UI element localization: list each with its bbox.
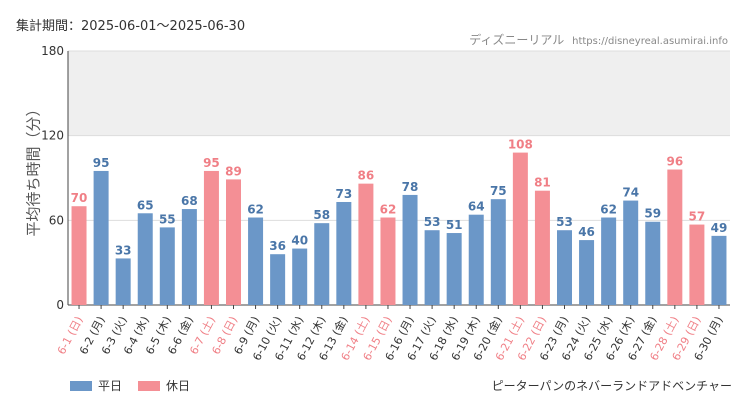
bar <box>181 209 197 305</box>
bar <box>314 223 330 305</box>
credit-url[interactable]: https://disneyreal.asumirai.info <box>572 36 728 47</box>
data-label: 59 <box>644 207 661 221</box>
bar <box>512 152 528 305</box>
data-label: 57 <box>689 210 706 224</box>
legend-label-holiday: 休日 <box>166 379 191 393</box>
bar <box>292 248 308 305</box>
data-label: 81 <box>534 176 551 190</box>
data-label: 33 <box>115 243 132 257</box>
bar <box>248 217 264 305</box>
bar <box>115 258 131 305</box>
data-label: 62 <box>247 203 264 217</box>
legend-item-holiday: 休日 <box>138 377 190 394</box>
bar <box>689 224 705 305</box>
legend: 平日 休日 <box>70 377 206 394</box>
credit-brand: ディズニーリアル <box>469 33 565 47</box>
legend-label-weekday: 平日 <box>98 379 123 393</box>
bar <box>402 194 418 305</box>
bar <box>446 233 462 305</box>
data-label: 96 <box>666 155 683 169</box>
bar <box>226 179 241 305</box>
bar <box>468 214 484 305</box>
data-label: 55 <box>159 212 176 226</box>
bar <box>534 190 550 305</box>
bar <box>159 227 175 305</box>
data-label: 62 <box>600 203 617 217</box>
highlight-band <box>68 51 730 136</box>
bar <box>270 254 286 305</box>
bar <box>336 201 352 305</box>
y-tick-label: 0 <box>56 298 64 312</box>
y-tick-label: 180 <box>41 44 64 58</box>
bar <box>623 200 639 305</box>
data-label: 40 <box>291 234 308 248</box>
bar <box>601 217 617 305</box>
data-label: 95 <box>203 156 220 170</box>
data-label: 108 <box>508 138 533 152</box>
y-tick-label: 120 <box>41 129 64 143</box>
data-label: 58 <box>313 208 330 222</box>
data-label: 78 <box>402 180 419 194</box>
bar <box>203 170 219 305</box>
data-label: 65 <box>137 198 154 212</box>
bar <box>667 169 683 305</box>
bar <box>557 230 572 305</box>
data-label: 64 <box>468 200 485 214</box>
site-credit[interactable]: ディズニーリアル https://disneyreal.asumirai.inf… <box>469 31 728 48</box>
data-label: 53 <box>424 215 441 229</box>
bar <box>424 230 440 305</box>
data-label: 51 <box>446 218 463 232</box>
bar <box>93 170 109 305</box>
data-label: 73 <box>335 187 352 201</box>
data-label: 89 <box>225 164 242 178</box>
y-tick-label: 60 <box>49 213 64 227</box>
y-axis-title: 平均待ち時間（分） <box>24 101 43 237</box>
data-label: 68 <box>181 194 198 208</box>
bar <box>71 206 87 305</box>
data-label: 62 <box>380 203 397 217</box>
bar <box>711 235 727 305</box>
period-label: 集計期間：2025-06-01〜2025-06-30 <box>16 19 246 34</box>
data-label: 95 <box>93 156 110 170</box>
data-label: 70 <box>71 191 88 205</box>
legend-swatch-weekday <box>70 380 92 391</box>
bar <box>579 240 595 305</box>
bar <box>490 199 506 305</box>
legend-swatch-holiday <box>138 380 161 391</box>
data-label: 75 <box>490 184 507 198</box>
data-label: 36 <box>269 239 286 253</box>
legend-item-weekday: 平日 <box>70 377 122 394</box>
bar <box>380 217 396 305</box>
attraction-name: ピーターパンのネバーランドアドベンチャー <box>491 379 732 393</box>
bar <box>358 183 374 305</box>
data-label: 86 <box>358 169 375 183</box>
bar <box>645 221 661 305</box>
data-label: 49 <box>711 221 728 235</box>
bar <box>137 213 153 305</box>
data-label: 74 <box>622 186 639 200</box>
data-label: 46 <box>578 225 595 239</box>
data-label: 53 <box>556 215 573 229</box>
